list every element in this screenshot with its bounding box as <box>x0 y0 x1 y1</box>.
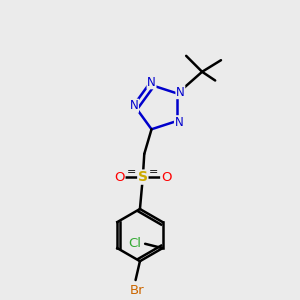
Text: N: N <box>147 76 156 89</box>
Text: N: N <box>175 116 183 129</box>
Text: Cl: Cl <box>128 237 142 250</box>
Text: N: N <box>130 99 138 112</box>
Text: =: = <box>127 167 136 177</box>
Text: N: N <box>176 85 185 99</box>
Text: Br: Br <box>130 284 144 297</box>
Text: S: S <box>138 170 148 184</box>
Text: O: O <box>161 171 171 184</box>
Text: O: O <box>114 171 125 184</box>
Text: =: = <box>149 167 159 177</box>
